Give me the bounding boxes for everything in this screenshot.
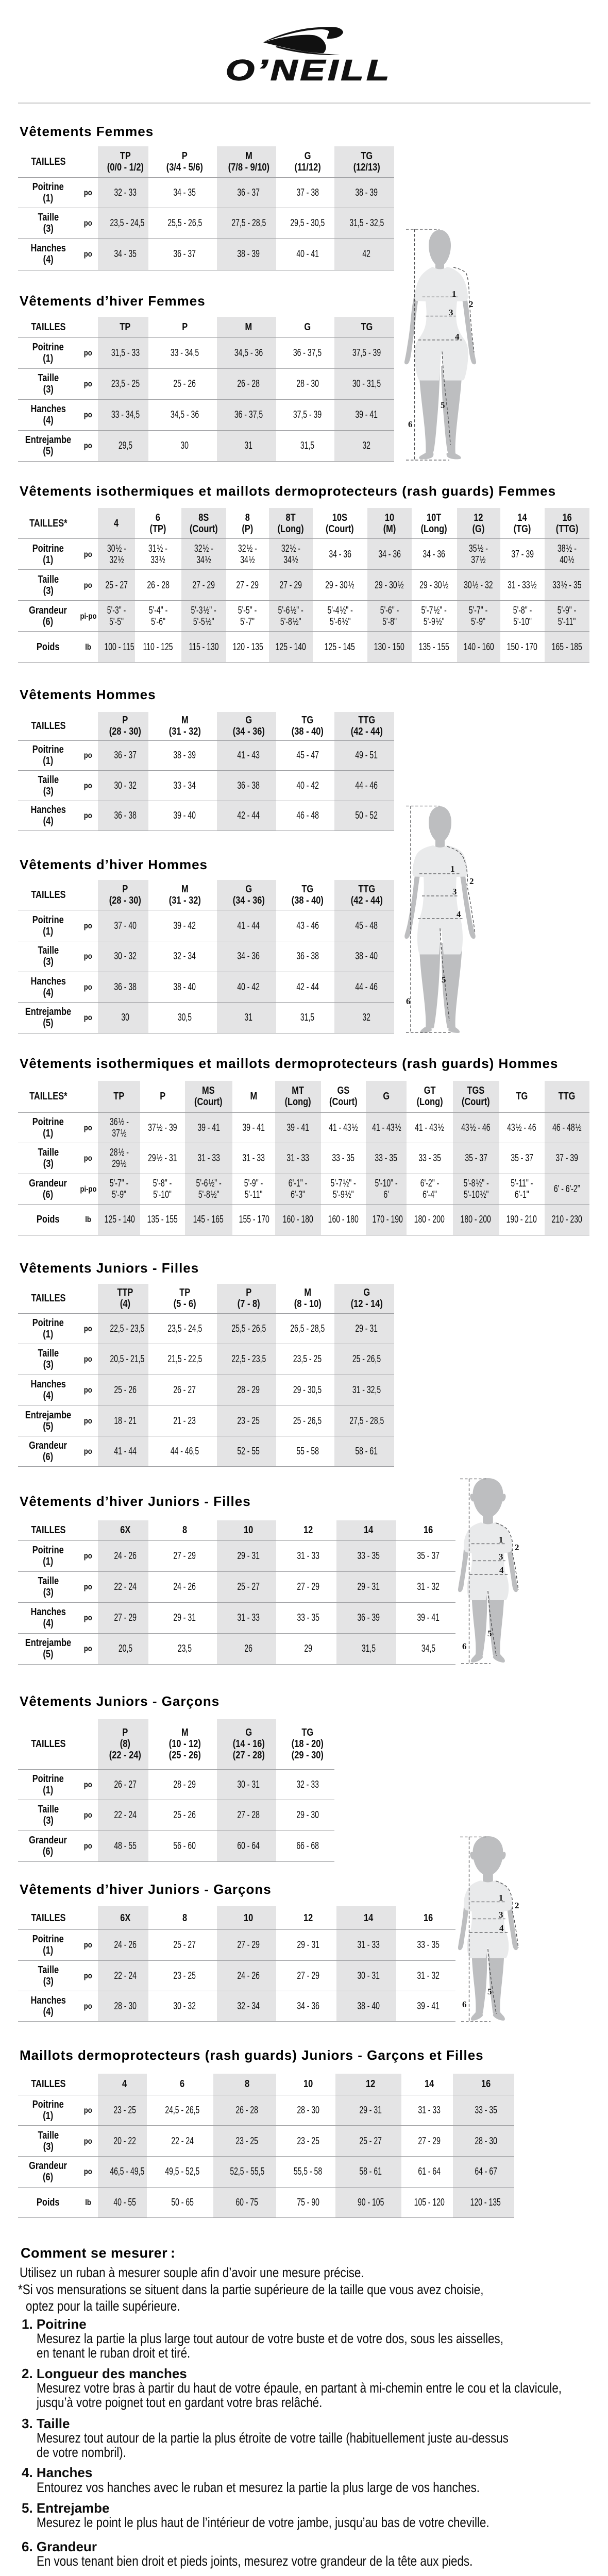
svg-text:5: 5 <box>442 975 446 985</box>
svg-text:5: 5 <box>441 400 445 410</box>
svg-text:5: 5 <box>487 1987 492 1996</box>
svg-text:6: 6 <box>462 1999 467 2009</box>
svg-text:1: 1 <box>450 864 455 874</box>
svg-text:6: 6 <box>408 419 413 429</box>
svg-text:1: 1 <box>452 289 457 299</box>
svg-text:2: 2 <box>469 876 474 886</box>
svg-text:1: 1 <box>499 1535 503 1545</box>
svg-text:3: 3 <box>499 1552 503 1562</box>
svg-text:3: 3 <box>449 308 453 317</box>
svg-text:2: 2 <box>469 299 474 309</box>
svg-text:6: 6 <box>462 1641 467 1651</box>
svg-text:O’NEILL: O’NEILL <box>226 54 392 85</box>
svg-text:1: 1 <box>499 1893 503 1903</box>
svg-text:3: 3 <box>452 887 457 896</box>
svg-text:4: 4 <box>499 1923 504 1933</box>
svg-text:4: 4 <box>455 332 460 342</box>
svg-text:3: 3 <box>499 1910 503 1920</box>
svg-text:2: 2 <box>515 1901 519 1910</box>
svg-text:4: 4 <box>457 909 461 919</box>
svg-text:4: 4 <box>499 1565 504 1575</box>
svg-text:2: 2 <box>515 1543 519 1552</box>
svg-text:5: 5 <box>487 1629 492 1638</box>
svg-text:6: 6 <box>406 996 411 1006</box>
